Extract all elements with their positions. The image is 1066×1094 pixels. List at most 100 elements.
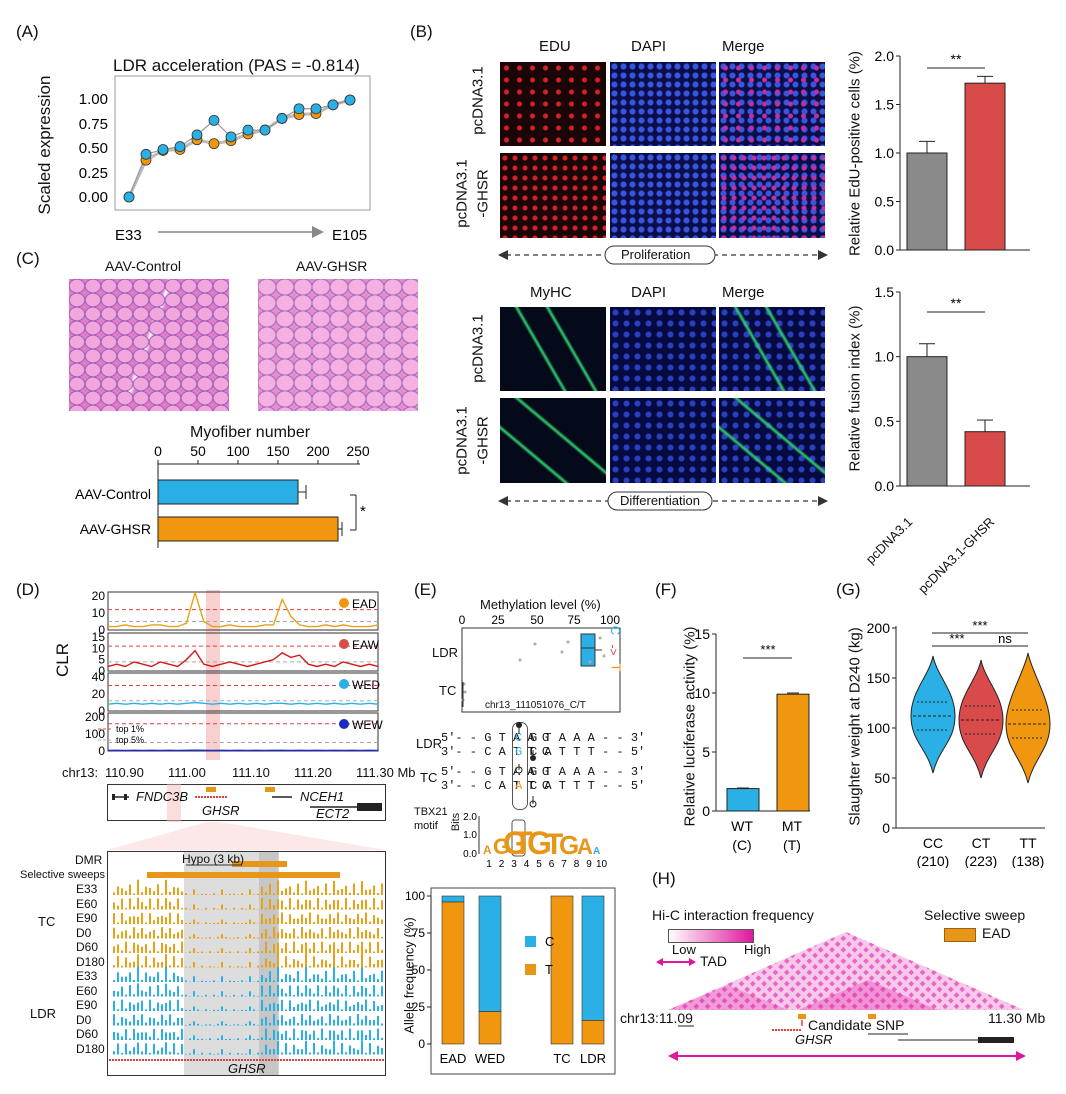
d-bottom-gene: GHSR bbox=[228, 1061, 266, 1076]
coverage-bar bbox=[201, 1052, 203, 1055]
micrograph-merge-2 bbox=[719, 153, 825, 238]
coverage-bar bbox=[181, 907, 183, 910]
coverage-bar bbox=[257, 995, 259, 997]
coverage-bar bbox=[369, 993, 371, 997]
coverage-bar bbox=[265, 1007, 267, 1011]
coverage-bar bbox=[241, 893, 243, 895]
coverage-bar bbox=[233, 994, 235, 997]
coverage-bar bbox=[285, 907, 287, 910]
svg-text:0.0: 0.0 bbox=[463, 849, 477, 860]
coverage-bar bbox=[345, 898, 347, 910]
coverage-bar bbox=[345, 934, 347, 939]
coverage-bar bbox=[325, 936, 327, 939]
ytick: 0.00 bbox=[79, 189, 108, 206]
coverage-bar bbox=[373, 1052, 375, 1055]
coverage-bar bbox=[345, 985, 347, 997]
coverage-bar bbox=[349, 1016, 351, 1026]
coverage-bar bbox=[321, 928, 323, 939]
coverage-bar bbox=[361, 1019, 363, 1026]
d-chrom: chr13: bbox=[62, 765, 99, 780]
coverage-bar bbox=[265, 1028, 267, 1040]
coverage-bar bbox=[249, 919, 251, 924]
coverage-bar bbox=[153, 891, 155, 895]
coverage-bar bbox=[317, 1000, 319, 1011]
coverage-bar bbox=[313, 921, 315, 924]
coverage-bar bbox=[197, 1009, 199, 1011]
e-seq-ldr-2b: C A T T T - - 5' bbox=[530, 745, 646, 759]
coverage-bar bbox=[377, 1006, 379, 1011]
coverage-bar bbox=[153, 920, 155, 924]
coverage-bar bbox=[297, 985, 299, 997]
coverage-bar bbox=[261, 985, 263, 997]
coverage-bar bbox=[133, 942, 135, 953]
coverage-bar bbox=[337, 1015, 339, 1026]
coverage-bar bbox=[273, 1029, 275, 1040]
clr-line bbox=[107, 701, 379, 705]
coverage-bar bbox=[301, 944, 303, 953]
coverage-bar bbox=[257, 937, 259, 939]
coverage-bar bbox=[145, 905, 147, 910]
b-col-merge2: Merge bbox=[722, 284, 765, 301]
coverage-bar bbox=[117, 922, 119, 924]
d-sweeps: Selective sweeps bbox=[20, 869, 105, 881]
coverage-bar bbox=[277, 953, 279, 968]
violin bbox=[958, 659, 1004, 779]
coverage-bar bbox=[125, 957, 127, 968]
coverage-bar bbox=[193, 1035, 195, 1040]
coverage-bar bbox=[349, 1006, 351, 1011]
panel-h-label: (H) bbox=[652, 869, 676, 888]
coverage-bar bbox=[309, 1034, 311, 1040]
coverage-bar bbox=[161, 994, 163, 997]
category-label: WED bbox=[475, 1051, 505, 1066]
coverage-bar bbox=[289, 1037, 291, 1040]
coverage-bar bbox=[369, 907, 371, 910]
coverage-bar bbox=[173, 1009, 175, 1011]
coverage-bar bbox=[161, 927, 163, 939]
stage-label: D0 bbox=[76, 1012, 92, 1027]
coverage-bar bbox=[365, 912, 367, 924]
ytick: 0.75 bbox=[79, 116, 108, 133]
coverage-bar bbox=[145, 886, 147, 895]
coverage-bar bbox=[161, 1004, 163, 1011]
coverage-bar bbox=[329, 1014, 331, 1026]
coverage-bar bbox=[297, 918, 299, 924]
coverage-bar bbox=[381, 959, 383, 968]
coverage-bar bbox=[161, 1014, 163, 1026]
coverage-bar bbox=[253, 1039, 255, 1040]
coverage-bar bbox=[177, 887, 179, 895]
coverage-bar bbox=[289, 1019, 291, 1026]
coverage-bar bbox=[277, 1019, 279, 1026]
x-end-label: E105 bbox=[332, 227, 367, 244]
xtick: 100 bbox=[226, 444, 250, 459]
coverage-bar bbox=[189, 951, 191, 953]
svg-text:T: T bbox=[513, 825, 533, 861]
coverage-bar bbox=[157, 962, 159, 968]
coverage-bar bbox=[161, 961, 163, 968]
ytick: 40 bbox=[92, 670, 106, 684]
coverage-bar bbox=[125, 1043, 127, 1055]
coverage-bar bbox=[229, 893, 231, 895]
ytick: 50 bbox=[874, 770, 890, 786]
coverage-bar bbox=[301, 1014, 303, 1026]
coverage-bar bbox=[329, 927, 331, 939]
coverage-bar bbox=[341, 993, 343, 997]
motif-position: 6 bbox=[549, 859, 555, 870]
coverage-bar bbox=[357, 964, 359, 968]
ytick: 2.0 bbox=[875, 48, 895, 64]
track-name: EAW bbox=[352, 638, 380, 652]
coverage-bar bbox=[333, 942, 335, 953]
b-col-dapi2: DAPI bbox=[631, 284, 667, 301]
bar bbox=[964, 82, 1006, 251]
b-row4-label-b: -GHSR bbox=[474, 416, 492, 465]
coverage-bar bbox=[213, 966, 215, 968]
ytick: 20 bbox=[92, 687, 106, 701]
coverage-bar bbox=[209, 966, 211, 968]
coverage-bar bbox=[353, 899, 355, 910]
xtick: 0 bbox=[459, 613, 466, 627]
coverage-bar bbox=[341, 942, 343, 953]
coverage-bar bbox=[325, 960, 327, 968]
category-count: (223) bbox=[965, 853, 998, 868]
coverage-bar bbox=[245, 908, 247, 910]
coverage-bar bbox=[297, 950, 299, 953]
h-sweep-item: EAD bbox=[982, 925, 1011, 941]
